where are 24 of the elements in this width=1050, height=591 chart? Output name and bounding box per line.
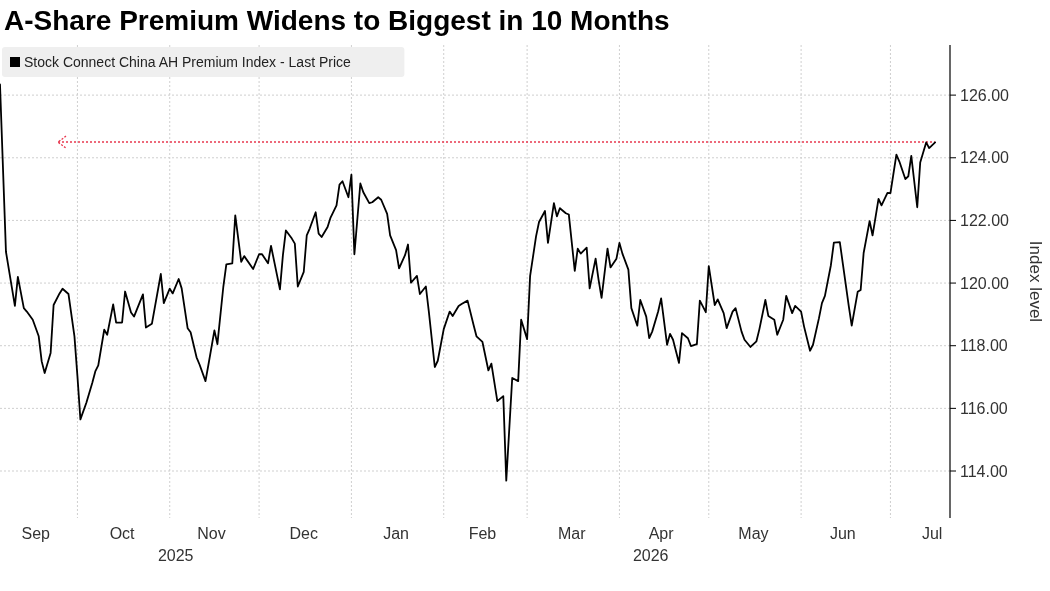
x-tick-label: Nov: [197, 525, 226, 542]
y-tick-label: 118.00: [960, 337, 1008, 355]
legend-label: Stock Connect China AH Premium Index - Last Price: [24, 53, 352, 70]
x-tick-label: Oct: [109, 525, 136, 542]
x-tick-label: Mar: [558, 525, 587, 542]
y-tick-label: 124.00: [960, 149, 1010, 167]
y-tick-label: 116.00: [960, 399, 1008, 417]
x-tick-label: Apr: [648, 525, 675, 542]
x-tick-label: Jul: [921, 525, 943, 542]
line-series: [0, 83, 937, 482]
y-tick-label: 122.00: [960, 212, 1010, 230]
x-tick-label: Jun: [829, 525, 856, 542]
x-tick-label: May: [738, 525, 769, 542]
x-tick-label: Feb: [468, 525, 497, 542]
y-tick-label: 126.00: [960, 86, 1010, 104]
chart-title: A-Share Premium Widens to Biggest in 10 Months: [4, 5, 670, 36]
x-tick-label: Jan: [383, 525, 409, 542]
text: 2026: [632, 547, 669, 564]
x-tick-label: Dec: [289, 525, 318, 542]
x-tick-label: Sep: [21, 525, 51, 542]
y-axis-title: Index level: [1026, 240, 1045, 323]
y-tick-label: 114.00: [960, 462, 1008, 480]
text: 2025: [157, 547, 194, 564]
y-tick-label: 120.00: [960, 274, 1010, 292]
